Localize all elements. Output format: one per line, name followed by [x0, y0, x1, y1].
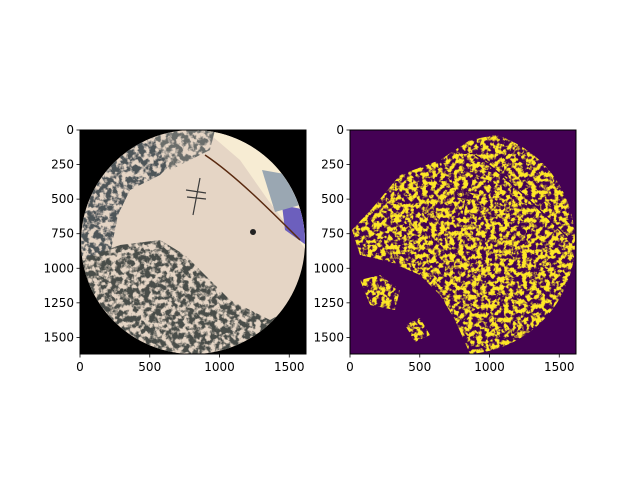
x-tick-label: 0 [346, 360, 354, 374]
x-tick-label: 1000 [204, 360, 235, 374]
x-tick-label: 500 [138, 360, 161, 374]
y-tick-label: 500 [321, 192, 344, 206]
mask-sky-fragments [360, 275, 430, 342]
y-tick-label: 1000 [43, 261, 74, 275]
power-line [204, 154, 301, 241]
binary-mask-frame [349, 129, 577, 355]
y-tick-label: 1250 [313, 296, 344, 310]
x-tick-label: 1000 [474, 360, 505, 374]
pole [185, 177, 207, 216]
rgb-image-ticks: 0 500 1000 1500 0 250 500 750 1000 1250 1500 [43, 123, 304, 374]
y-tick-label: 750 [321, 227, 344, 241]
y-tick-label: 750 [51, 227, 74, 241]
y-tick-label: 500 [51, 192, 74, 206]
blue-sky-patch [282, 205, 305, 245]
y-tick-label: 1000 [313, 261, 344, 275]
x-tick-label: 500 [408, 360, 431, 374]
binary-mask [350, 130, 576, 354]
y-tick-label: 250 [321, 158, 344, 172]
y-tick-label: 1500 [313, 330, 344, 344]
x-tick-label: 0 [76, 360, 84, 374]
rgb-image-panel: 0 500 1000 1500 0 250 500 750 1000 1250 1500 [43, 123, 307, 374]
y-tick-label: 1500 [43, 330, 74, 344]
y-tick-label: 0 [336, 123, 344, 137]
binary-mask-panel: 0 500 1000 1500 0 250 500 750 1000 1250 1500 [313, 123, 577, 374]
y-tick-label: 1250 [43, 296, 74, 310]
lamp [250, 229, 256, 235]
rgb-image [80, 130, 306, 354]
mask-sky-region [352, 130, 575, 354]
mask-power-line [474, 154, 571, 241]
tree-canopy-bottom [81, 240, 305, 354]
mask-lamp [520, 229, 526, 235]
x-tick-label: 1500 [544, 360, 575, 374]
y-tick-label: 250 [51, 158, 74, 172]
y-tick-label: 0 [66, 123, 74, 137]
binary-mask-ticks: 0 500 1000 1500 0 250 500 750 1000 1250 1500 [313, 123, 574, 374]
x-tick-label: 1500 [274, 360, 305, 374]
rgb-image-frame [79, 129, 307, 355]
mask-pole [455, 177, 477, 216]
tree-canopy-top [150, 130, 215, 170]
